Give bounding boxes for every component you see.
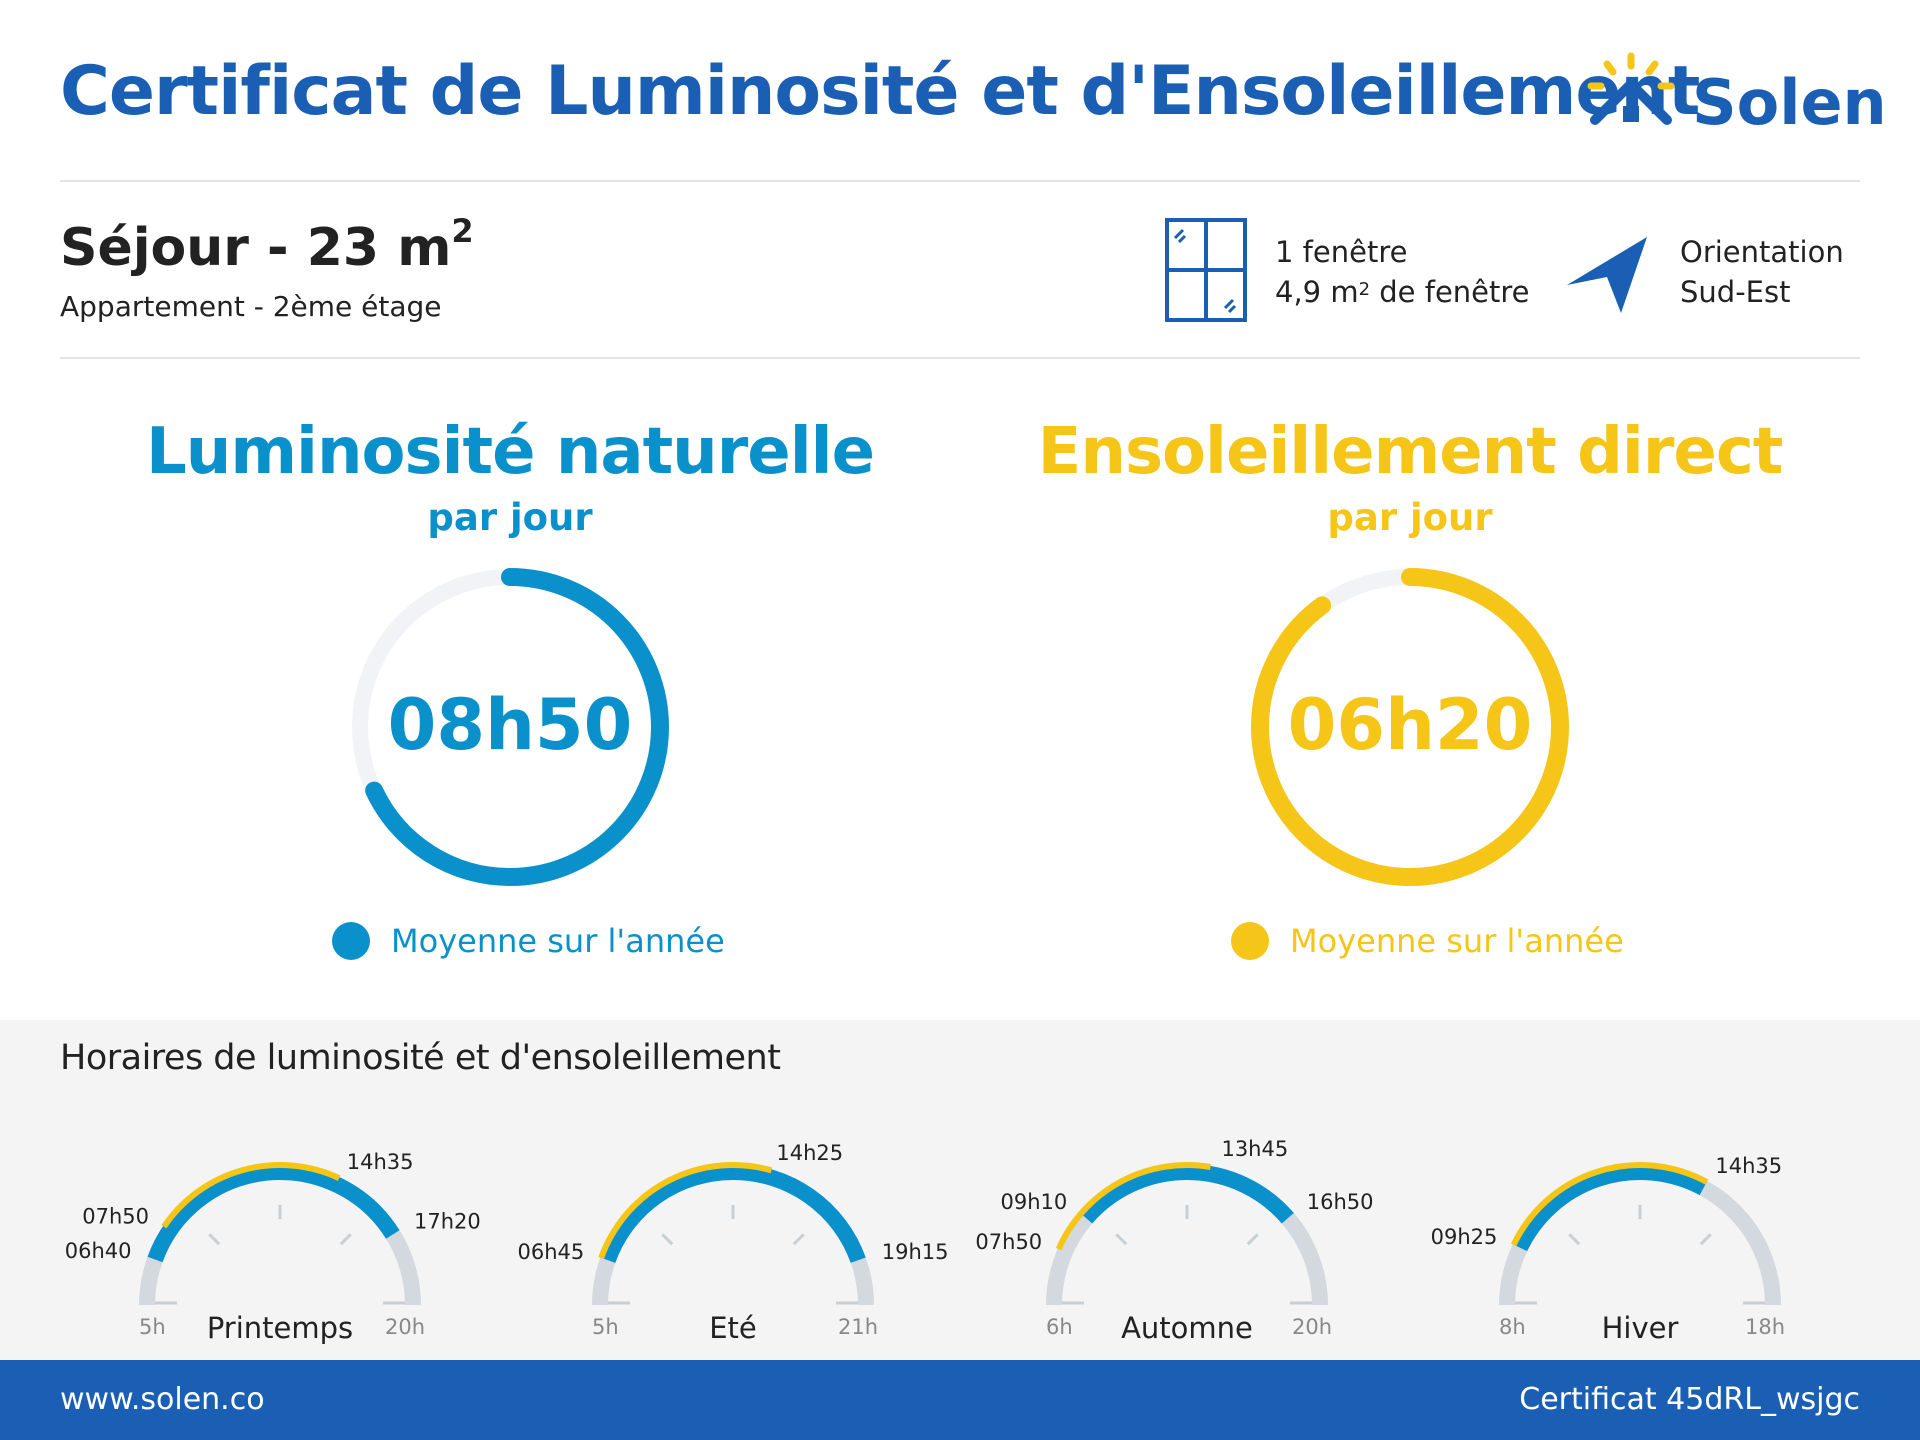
- gauge-track: [139, 1164, 421, 1306]
- sunshine-legend-dot: [1231, 922, 1269, 960]
- orientation-arrow-icon: [1567, 237, 1647, 313]
- gauge-tick: [1568, 1233, 1581, 1246]
- gauge-track: [1499, 1164, 1781, 1306]
- gauge-light-arc: [600, 1163, 866, 1263]
- season-gauge-3: 8h 18h Hiver 09h25 14h35: [1431, 1154, 1785, 1345]
- gauge-time-label: 09h10: [1000, 1190, 1067, 1214]
- season-gauges: 5h 20h Printemps 06h40 17h20 07h50 14h35 5h 21h E…: [65, 1137, 1785, 1345]
- luminosity-ring: [351, 568, 669, 886]
- footer-certificate-id: Certificat 45dRL_wsjgc: [1519, 1382, 1860, 1417]
- gauge-season-name: Eté: [709, 1311, 757, 1345]
- luminosity-legend-dot: [332, 922, 370, 960]
- window-icon: [1165, 218, 1247, 322]
- luminosity-subtitle: par jour: [427, 496, 593, 539]
- gauge-start-label: 8h: [1499, 1315, 1526, 1339]
- gauge-light-arc: [1080, 1164, 1294, 1224]
- room-title-sup: 2: [451, 212, 474, 250]
- season-gauge-0: 5h 20h Printemps 06h40 17h20 07h50 14h35: [65, 1150, 481, 1345]
- luminosity-ring-progress: [351, 568, 669, 886]
- room-subtitle: Appartement - 2ème étage: [60, 290, 442, 323]
- luminosity-value: 08h50: [387, 684, 633, 766]
- gauge-season-name: Automne: [1121, 1311, 1253, 1345]
- sunshine-ring-progress: [1251, 568, 1569, 886]
- gauge-light-arc: [147, 1164, 400, 1263]
- sunshine-subtitle: par jour: [1327, 496, 1493, 539]
- gauge-season-name: Printemps: [207, 1311, 353, 1345]
- gauge-tick: [208, 1233, 221, 1246]
- gauge-end-label: 21h: [838, 1315, 878, 1339]
- gauge-tick: [1699, 1233, 1712, 1246]
- sunshine-legend: Moyenne sur l'année: [1231, 922, 1624, 960]
- gauge-time-label: 19h15: [882, 1240, 949, 1264]
- gauge-time-label: 06h45: [517, 1240, 584, 1264]
- gauge-sun-arc: [161, 1162, 341, 1229]
- footer-bar: [0, 1360, 1920, 1440]
- season-gauge-1: 5h 21h Eté 06h45 19h15 14h25: [517, 1141, 948, 1345]
- schedule-panel: [0, 1020, 1920, 1360]
- footer-website: www.solen.co: [60, 1382, 265, 1417]
- orientation-info: Orientation Sud-Est: [1680, 232, 1844, 312]
- window-area-label: de fenêtre: [1370, 275, 1530, 309]
- room-title-text: Séjour - 23 m: [60, 218, 452, 278]
- gauge-time-label: 13h45: [1221, 1137, 1288, 1161]
- gauge-sun-arc: [1055, 1162, 1211, 1251]
- gauge-time-label: 09h25: [1431, 1225, 1498, 1249]
- room-title: Séjour - 23 m2: [60, 212, 474, 278]
- orientation-label: Orientation: [1680, 235, 1844, 269]
- window-area-value: 4,9 m: [1275, 275, 1359, 309]
- divider-top: [60, 180, 1860, 182]
- gauge-start-label: 5h: [592, 1315, 619, 1339]
- solen-logo: Solen: [1585, 50, 1887, 140]
- gauge-time-label: 14h35: [1715, 1154, 1782, 1178]
- gauge-tick: [339, 1233, 352, 1246]
- window-count: 1 fenêtre: [1275, 235, 1408, 269]
- sunshine-value: 06h20: [1287, 684, 1533, 766]
- gauge-start-label: 5h: [139, 1315, 166, 1339]
- gauge-time-label: 06h40: [65, 1239, 132, 1263]
- gauge-start-label: 6h: [1046, 1315, 1073, 1339]
- gauge-track: [592, 1164, 874, 1306]
- gauge-time-label: 14h25: [776, 1141, 843, 1165]
- window-area: 4,9 m2 de fenêtre: [1275, 272, 1530, 312]
- gauge-track: [1046, 1164, 1328, 1306]
- season-gauge-2: 6h 20h Automne 09h10 16h50 07h50 13h45: [975, 1137, 1373, 1345]
- certificate-title: Certificat de Luminosité et d'Ensoleille…: [60, 52, 1700, 131]
- luminosity-legend: Moyenne sur l'année: [332, 922, 725, 960]
- gauge-tick: [792, 1233, 805, 1246]
- sunshine-ring: [1251, 568, 1569, 886]
- divider-middle: [60, 357, 1860, 359]
- sun-house-icon: [1587, 52, 1675, 125]
- sunshine-title: Ensoleillement direct: [1037, 415, 1784, 489]
- gauge-end-label: 20h: [385, 1315, 425, 1339]
- window-info: 1 fenêtre 4,9 m2 de fenêtre: [1275, 232, 1530, 312]
- logo-text: Solen: [1692, 66, 1887, 139]
- gauge-time-label: 07h50: [82, 1205, 149, 1229]
- gauge-tick: [1115, 1233, 1128, 1246]
- gauge-end-label: 20h: [1292, 1315, 1332, 1339]
- gauge-time-label: 16h50: [1307, 1190, 1374, 1214]
- window-area-sup: 2: [1358, 279, 1371, 300]
- gauge-tick: [661, 1233, 674, 1246]
- gauge-sun-arc: [1510, 1162, 1709, 1247]
- gauge-time-label: 17h20: [414, 1209, 481, 1233]
- luminosity-legend-label: Moyenne sur l'année: [391, 922, 725, 960]
- gauge-light-arc: [1512, 1164, 1708, 1252]
- gauge-sun-arc: [598, 1162, 773, 1259]
- orientation-value: Sud-Est: [1680, 275, 1791, 309]
- gauge-time-label: 07h50: [975, 1230, 1042, 1254]
- luminosity-title: Luminosité naturelle: [146, 415, 875, 489]
- gauge-time-label: 14h35: [347, 1150, 414, 1174]
- schedule-title: Horaires de luminosité et d'ensoleilleme…: [60, 1038, 781, 1078]
- gauge-end-label: 18h: [1745, 1315, 1785, 1339]
- gauge-season-name: Hiver: [1602, 1311, 1679, 1345]
- gauge-tick: [1246, 1233, 1259, 1246]
- sunshine-legend-label: Moyenne sur l'année: [1290, 922, 1624, 960]
